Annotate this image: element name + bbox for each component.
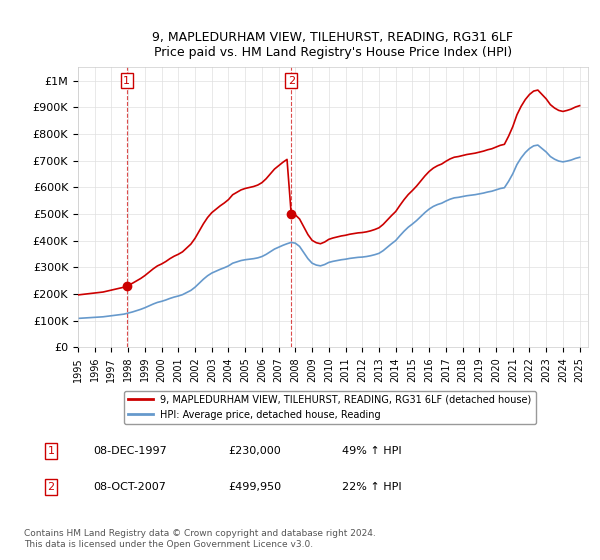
- Legend: 9, MAPLEDURHAM VIEW, TILEHURST, READING, RG31 6LF (detached house), HPI: Average: 9, MAPLEDURHAM VIEW, TILEHURST, READING,…: [124, 391, 536, 423]
- Text: 49% ↑ HPI: 49% ↑ HPI: [342, 446, 401, 456]
- Text: 2: 2: [287, 76, 295, 86]
- Text: Contains HM Land Registry data © Crown copyright and database right 2024.
This d: Contains HM Land Registry data © Crown c…: [24, 529, 376, 549]
- Text: 1: 1: [124, 76, 130, 86]
- Title: 9, MAPLEDURHAM VIEW, TILEHURST, READING, RG31 6LF
Price paid vs. HM Land Registr: 9, MAPLEDURHAM VIEW, TILEHURST, READING,…: [152, 31, 514, 59]
- Text: £230,000: £230,000: [228, 446, 281, 456]
- Text: 08-OCT-2007: 08-OCT-2007: [93, 482, 166, 492]
- Text: 22% ↑ HPI: 22% ↑ HPI: [342, 482, 401, 492]
- Text: 2: 2: [47, 482, 55, 492]
- Text: £499,950: £499,950: [228, 482, 281, 492]
- Text: 1: 1: [47, 446, 55, 456]
- Text: 08-DEC-1997: 08-DEC-1997: [93, 446, 167, 456]
